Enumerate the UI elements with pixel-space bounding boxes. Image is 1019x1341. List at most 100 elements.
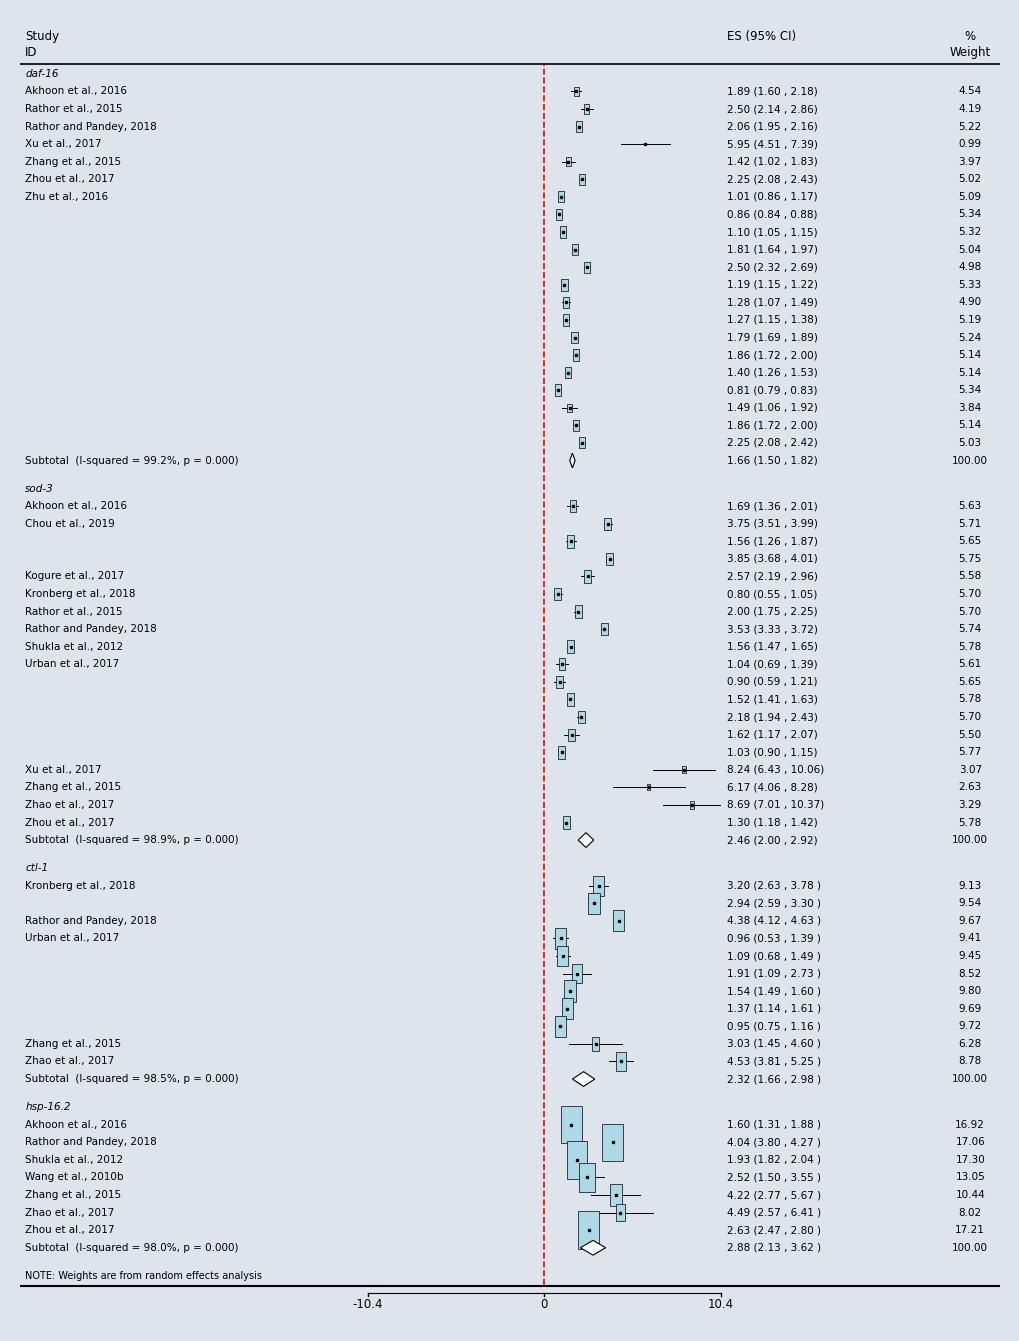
Bar [591, 1037, 599, 1051]
Bar [689, 802, 693, 809]
Bar [554, 1015, 566, 1037]
Text: 1.56 (1.26 , 1.87): 1.56 (1.26 , 1.87) [727, 536, 817, 546]
Bar [572, 350, 579, 361]
Text: 8.69 (7.01 , 10.37): 8.69 (7.01 , 10.37) [727, 801, 823, 810]
Polygon shape [578, 833, 593, 848]
Bar [566, 693, 573, 705]
Text: Rathor et al., 2015: Rathor et al., 2015 [25, 606, 122, 617]
Text: 4.04 (3.80 , 4.27 ): 4.04 (3.80 , 4.27 ) [727, 1137, 820, 1148]
Bar [579, 437, 585, 448]
Text: %: % [964, 30, 975, 43]
Text: 2.06 (1.95 , 2.16): 2.06 (1.95 , 2.16) [727, 122, 817, 131]
Text: 3.07: 3.07 [958, 764, 981, 775]
Bar [554, 385, 560, 396]
Text: 1.40 (1.26 , 1.53): 1.40 (1.26 , 1.53) [727, 367, 817, 378]
Text: Rathor and Pandey, 2018: Rathor and Pandey, 2018 [25, 916, 157, 925]
Text: Rathor and Pandey, 2018: Rathor and Pandey, 2018 [25, 624, 157, 634]
Text: 100.00: 100.00 [952, 456, 987, 465]
Text: 5.70: 5.70 [958, 589, 981, 599]
Text: 6.28: 6.28 [958, 1039, 981, 1049]
Text: 5.34: 5.34 [958, 209, 981, 220]
Text: 2.88 (2.13 , 3.62 ): 2.88 (2.13 , 3.62 ) [727, 1243, 820, 1252]
Text: 5.71: 5.71 [958, 519, 981, 528]
Polygon shape [570, 453, 575, 468]
Text: Rathor and Pandey, 2018: Rathor and Pandey, 2018 [25, 122, 157, 131]
Bar [615, 1051, 626, 1071]
Text: 0.99: 0.99 [958, 139, 981, 149]
Text: ID: ID [25, 46, 38, 59]
Text: Subtotal  (I-squared = 98.9%, p = 0.000): Subtotal (I-squared = 98.9%, p = 0.000) [25, 835, 238, 845]
Text: 1.42 (1.02 , 1.83): 1.42 (1.02 , 1.83) [727, 157, 817, 166]
Polygon shape [572, 1071, 594, 1086]
Bar [682, 767, 685, 774]
Text: 5.95 (4.51 , 7.39): 5.95 (4.51 , 7.39) [727, 139, 817, 149]
Text: Zhao et al., 2017: Zhao et al., 2017 [25, 1208, 114, 1218]
Text: Xu et al., 2017: Xu et al., 2017 [25, 764, 102, 775]
Text: 1.54 (1.49 , 1.60 ): 1.54 (1.49 , 1.60 ) [727, 986, 820, 996]
Text: 5.58: 5.58 [958, 571, 981, 582]
Text: 2.63: 2.63 [958, 782, 981, 793]
Bar [600, 624, 607, 636]
Bar [572, 244, 578, 255]
Text: Zhou et al., 2017: Zhou et al., 2017 [25, 1226, 115, 1235]
Text: Akhoon et al., 2016: Akhoon et al., 2016 [25, 1120, 127, 1129]
Text: Subtotal  (I-squared = 98.0%, p = 0.000): Subtotal (I-squared = 98.0%, p = 0.000) [25, 1243, 238, 1252]
Bar [583, 261, 589, 272]
Text: Urban et al., 2017: Urban et al., 2017 [25, 933, 119, 944]
Text: 8.02: 8.02 [958, 1208, 981, 1218]
Text: Kronberg et al., 2018: Kronberg et al., 2018 [25, 589, 136, 599]
Text: 3.84: 3.84 [958, 402, 981, 413]
Text: 5.22: 5.22 [958, 122, 981, 131]
Text: 9.41: 9.41 [958, 933, 981, 944]
Bar [571, 331, 577, 343]
Text: 1.66 (1.50 , 1.82): 1.66 (1.50 , 1.82) [727, 456, 817, 465]
Text: Kogure et al., 2017: Kogure et al., 2017 [25, 571, 124, 582]
Text: 5.65: 5.65 [958, 536, 981, 546]
Text: daf-16: daf-16 [25, 68, 59, 79]
Text: 1.49 (1.06 , 1.92): 1.49 (1.06 , 1.92) [727, 402, 817, 413]
Text: Zhang et al., 2015: Zhang et al., 2015 [25, 157, 121, 166]
Text: 1.19 (1.15 , 1.22): 1.19 (1.15 , 1.22) [727, 280, 817, 290]
Text: 0.95 (0.75 , 1.16 ): 0.95 (0.75 , 1.16 ) [727, 1022, 820, 1031]
Text: -10.4: -10.4 [353, 1298, 383, 1311]
Text: 3.20 (2.63 , 3.78 ): 3.20 (2.63 , 3.78 ) [727, 881, 820, 890]
Text: 100.00: 100.00 [952, 835, 987, 845]
Text: 5.78: 5.78 [958, 818, 981, 827]
Text: Shukla et al., 2012: Shukla et al., 2012 [25, 642, 123, 652]
Text: 5.63: 5.63 [958, 502, 981, 511]
Text: 5.78: 5.78 [958, 642, 981, 652]
Text: 2.63 (2.47 , 2.80 ): 2.63 (2.47 , 2.80 ) [727, 1226, 820, 1235]
Bar [560, 279, 568, 291]
Bar [555, 209, 561, 220]
Bar [569, 500, 576, 512]
Bar [568, 728, 575, 740]
Text: 4.90: 4.90 [958, 298, 981, 307]
Bar [571, 964, 581, 983]
Text: 10.4: 10.4 [707, 1298, 733, 1311]
Text: Rathor and Pandey, 2018: Rathor and Pandey, 2018 [25, 1137, 157, 1148]
Text: 9.67: 9.67 [958, 916, 981, 925]
Text: 1.03 (0.90 , 1.15): 1.03 (0.90 , 1.15) [727, 747, 817, 758]
Text: 2.57 (2.19 , 2.96): 2.57 (2.19 , 2.96) [727, 571, 817, 582]
Text: 3.03 (1.45 , 4.60 ): 3.03 (1.45 , 4.60 ) [727, 1039, 820, 1049]
Text: 1.04 (0.69 , 1.39): 1.04 (0.69 , 1.39) [727, 660, 817, 669]
Text: 2.52 (1.50 , 3.55 ): 2.52 (1.50 , 3.55 ) [727, 1172, 820, 1183]
Text: 8.78: 8.78 [958, 1057, 981, 1066]
Text: 16.92: 16.92 [955, 1120, 984, 1129]
Bar [579, 1163, 594, 1192]
Text: 1.27 (1.15 , 1.38): 1.27 (1.15 , 1.38) [727, 315, 817, 325]
Text: Kronberg et al., 2018: Kronberg et al., 2018 [25, 881, 136, 890]
Text: Zhang et al., 2015: Zhang et al., 2015 [25, 782, 121, 793]
Text: 9.80: 9.80 [958, 986, 981, 996]
Text: 1.01 (0.86 , 1.17): 1.01 (0.86 , 1.17) [727, 192, 817, 202]
Text: 5.50: 5.50 [958, 730, 981, 740]
Text: 1.52 (1.41 , 1.63): 1.52 (1.41 , 1.63) [727, 695, 817, 704]
Text: 5.24: 5.24 [958, 333, 981, 342]
Bar [647, 784, 650, 790]
Text: 2.50 (2.32 , 2.69): 2.50 (2.32 , 2.69) [727, 263, 817, 272]
Text: 1.37 (1.14 , 1.61 ): 1.37 (1.14 , 1.61 ) [727, 1004, 820, 1014]
Text: 4.54: 4.54 [958, 86, 981, 97]
Bar [555, 676, 562, 688]
Text: 2.94 (2.59 , 3.30 ): 2.94 (2.59 , 3.30 ) [727, 898, 820, 908]
Text: 5.74: 5.74 [958, 624, 981, 634]
